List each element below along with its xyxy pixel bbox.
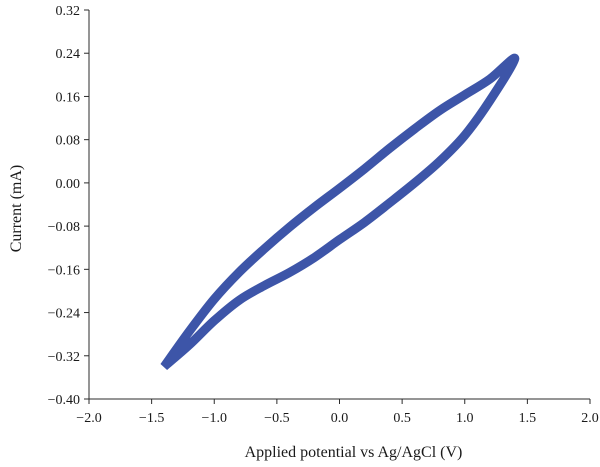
y-axis-label: Current (mA) (8, 165, 25, 253)
x-tick-label: −0.5 (264, 411, 289, 426)
y-tick-label: −0.40 (48, 393, 80, 408)
x-tick-label: −2.0 (76, 411, 101, 426)
y-tick-label: 0.00 (56, 177, 81, 192)
y-tick-label: −0.24 (48, 307, 80, 322)
y-tick-label: 0.08 (56, 134, 81, 149)
y-tick-label: 0.24 (56, 47, 81, 62)
y-axis-ticks: 0.32 0.24 0.16 0.08 0.00 −0.08 −0.16 −0.24 −0.32… (48, 4, 89, 408)
y-tick-label: 0.16 (56, 90, 81, 105)
cv-curve-line (160, 53, 520, 370)
x-tick-label: 2.0 (581, 411, 599, 426)
x-tick-label: −1.0 (202, 411, 227, 426)
x-axis-ticks: −2.0 −1.5 −1.0 −0.5 0.0 0.5 1.0 1.5 2.0 (76, 399, 599, 426)
y-tick-label: −0.08 (48, 220, 80, 235)
x-axis-label: Applied potential vs Ag/AgCl (V) (245, 444, 463, 461)
x-tick-label: 0.5 (393, 411, 411, 426)
y-tick-label: 0.32 (56, 4, 81, 19)
x-tick-label: 1.5 (519, 411, 537, 426)
y-tick-label: −0.16 (48, 263, 80, 278)
x-tick-label: 1.0 (456, 411, 474, 426)
plot-area (160, 53, 520, 370)
y-tick-label: −0.32 (48, 350, 80, 365)
x-tick-label: 0.0 (331, 411, 349, 426)
x-tick-label: −1.5 (139, 411, 164, 426)
